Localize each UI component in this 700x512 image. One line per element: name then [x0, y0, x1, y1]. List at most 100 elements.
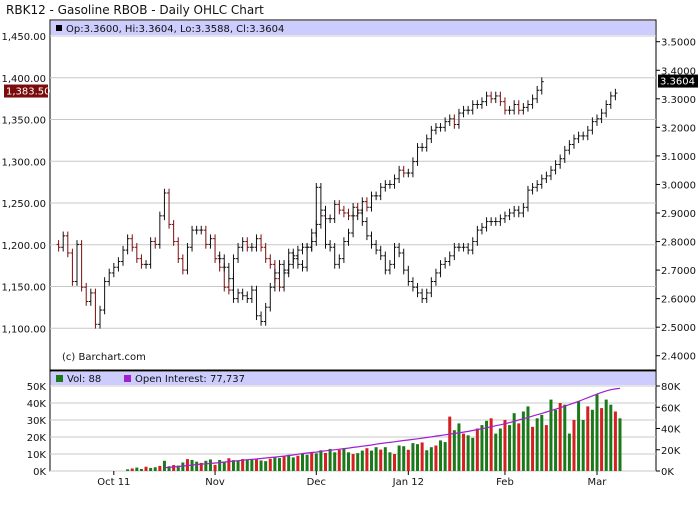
- volume-left-tick: 0K: [33, 467, 46, 478]
- prev-price-label: 1,383.50: [6, 87, 51, 98]
- ohlc-bar: [438, 123, 443, 132]
- ohlc-bar: [604, 100, 609, 118]
- oi-right-tick: 40K: [661, 425, 681, 436]
- volume-bar: [567, 433, 571, 471]
- ohlc-bar: [512, 205, 517, 218]
- price-left-tick: 1,350.00: [1, 116, 46, 127]
- ohlc-bar: [571, 134, 576, 149]
- ohlc-bar: [162, 188, 167, 221]
- ohlc-bar: [121, 245, 126, 266]
- ohlc-bar: [226, 262, 231, 283]
- volume-bar: [277, 458, 281, 471]
- volume-bar: [411, 443, 415, 471]
- volume-left-tick: 20K: [27, 433, 47, 444]
- ohlc-bar: [171, 220, 176, 246]
- volume-bar: [245, 459, 249, 471]
- ohlc-bar: [461, 105, 466, 118]
- ohlc-bars: [56, 77, 618, 329]
- ohlc-bar: [438, 260, 443, 278]
- ohlc-bar: [406, 265, 411, 286]
- price-right-tick: 2.4000: [661, 352, 696, 363]
- price-left-tick: 1,250.00: [1, 199, 46, 210]
- oi-right-tick: 0K: [661, 467, 674, 478]
- x-tick-label: Mar: [588, 477, 608, 488]
- volume-left-tick: 30K: [27, 416, 47, 427]
- ohlc-bar: [530, 183, 535, 195]
- ohlc-bar: [300, 260, 305, 272]
- ohlc-bar: [539, 174, 544, 189]
- ohlc-bar: [410, 277, 415, 292]
- ohlc-bar: [249, 285, 254, 303]
- volume-bar: [130, 468, 134, 471]
- volume-bar: [342, 448, 346, 471]
- ohlc-bar: [88, 288, 93, 306]
- ohlc-bar: [199, 225, 204, 235]
- volume-bar: [333, 452, 337, 471]
- ohlc-bar: [374, 191, 379, 201]
- volume-bar: [360, 450, 364, 471]
- price-right-tick: 2.5000: [661, 323, 696, 334]
- ohlc-bar: [217, 251, 222, 263]
- ohlc-bar: [475, 100, 480, 109]
- price-right-tick: 2.8000: [661, 238, 696, 249]
- volume-bar: [314, 453, 318, 471]
- ohlc-bar: [608, 91, 613, 109]
- volume-bar: [181, 462, 185, 471]
- volume-bar: [429, 447, 433, 471]
- volume-bar: [370, 450, 374, 471]
- ohlc-bar: [240, 237, 245, 252]
- volume-bar: [153, 467, 157, 471]
- ohlc-bar: [263, 242, 268, 263]
- ohlc-bar: [259, 234, 264, 252]
- ohlc-bar: [553, 160, 558, 175]
- ohlc-bar: [134, 242, 139, 263]
- volume-bar: [388, 452, 392, 471]
- volume-bar: [549, 399, 553, 471]
- ohlc-bar: [332, 200, 337, 223]
- ohlc-bar: [102, 277, 107, 315]
- volume-bar: [466, 435, 470, 471]
- ohlc-bar: [590, 117, 595, 135]
- volume-bar: [540, 414, 544, 471]
- ohlc-bar: [157, 211, 162, 249]
- price-panel: [49, 19, 657, 371]
- volume-bar: [489, 418, 493, 471]
- volume-bar: [291, 457, 295, 471]
- ohlc-bar: [70, 248, 75, 286]
- volume-bar: [356, 453, 360, 471]
- volume-bar: [526, 406, 530, 471]
- ohlc-bar: [562, 145, 567, 164]
- ohlc-bar: [415, 282, 420, 298]
- volume-bar: [397, 445, 401, 471]
- volume-bar: [508, 425, 512, 471]
- last-price-label: 3.3604: [660, 77, 695, 88]
- ohlc-bar: [139, 254, 144, 269]
- volume-bar: [218, 459, 222, 471]
- ohlc-bar: [512, 100, 517, 115]
- oi-right-tick: 80K: [661, 382, 681, 393]
- x-axis: Oct 11 Nov Dec Jan 12 Feb Mar: [97, 471, 607, 488]
- volume-bar: [604, 399, 608, 471]
- ohlc-bar: [415, 143, 420, 166]
- ohlc-bar: [489, 217, 494, 226]
- ohlc-bar: [387, 180, 392, 189]
- volume-bar: [337, 449, 341, 471]
- ohlc-bar: [268, 282, 273, 312]
- ohlc-bar: [213, 234, 218, 263]
- volume-legend-swatch: [56, 375, 63, 382]
- ohlc-legend-box: [51, 21, 655, 35]
- volume-bar: [195, 461, 199, 471]
- volume-bar: [452, 430, 456, 471]
- ohlc-bar: [475, 225, 480, 246]
- ohlc-bar: [148, 237, 153, 269]
- ohlc-bar: [544, 171, 549, 184]
- volume-bar: [406, 449, 410, 471]
- ohlc-bar: [318, 183, 323, 215]
- volume-bar: [544, 425, 548, 471]
- volume-bar: [365, 448, 369, 471]
- ohlc-bar: [185, 242, 190, 275]
- ohlc-bar: [489, 91, 494, 104]
- volume-bar: [149, 467, 153, 471]
- oi-right-tick: 20K: [661, 446, 681, 457]
- open-interest-path: [164, 387, 621, 469]
